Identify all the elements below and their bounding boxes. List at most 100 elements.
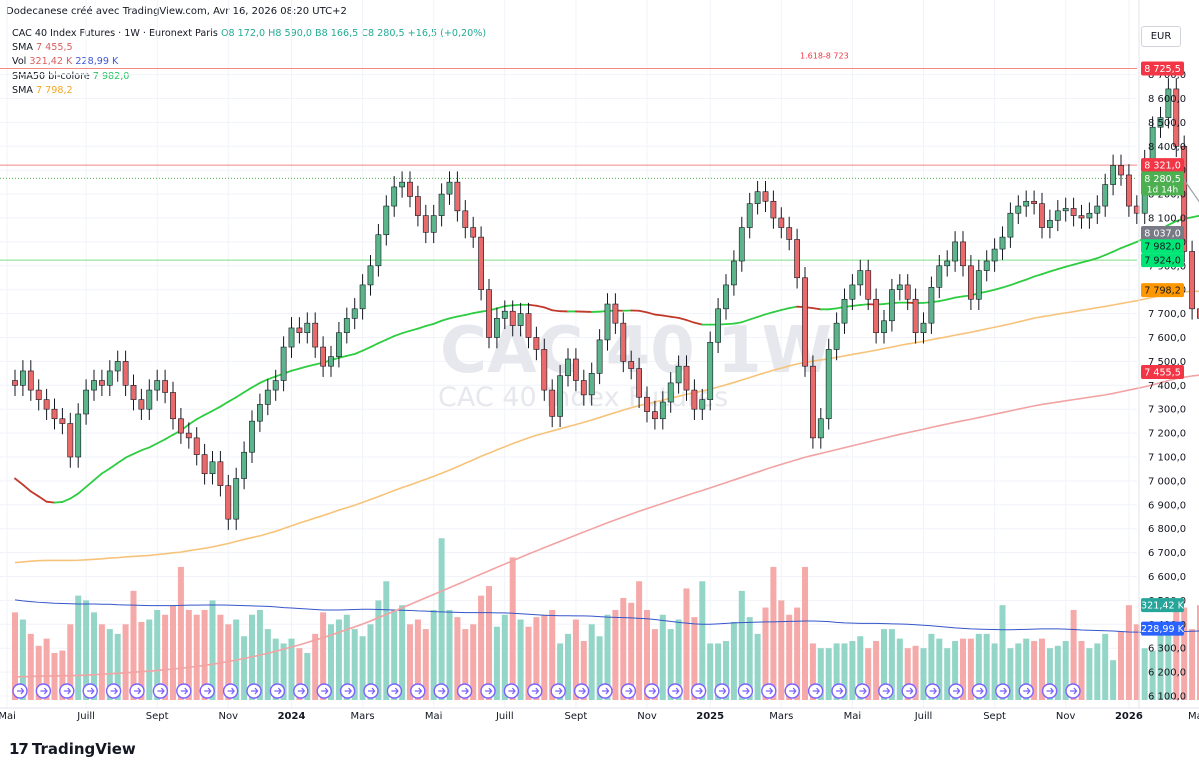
sma50-segment — [93, 472, 103, 482]
time-tick-label: Mai — [844, 711, 862, 722]
volume-bar — [628, 602, 635, 700]
candle-body — [525, 313, 532, 338]
time-axis[interactable]: Mai Juill Sept Nov 2024 Mars Mai Juill Sept Nov 20… — [0, 707, 1199, 722]
candle-body — [438, 193, 445, 216]
event-marker-icon — [995, 683, 1011, 699]
volume-bar — [51, 652, 58, 700]
volume-bar — [904, 648, 911, 700]
legend-sma2-row[interactable]: SMA 7 798,2 — [12, 84, 486, 98]
candle-body — [1110, 165, 1116, 185]
candle-body — [683, 365, 690, 391]
event-marker-icon — [854, 683, 871, 699]
volume-bar — [114, 633, 121, 700]
volume-bar — [833, 643, 840, 700]
volume-bar — [422, 629, 429, 700]
legend-symbol-row[interactable]: CAC 40 Index Futures · 1W · Euronext Par… — [12, 27, 486, 41]
volume-bar — [241, 636, 248, 700]
volume-bar — [699, 581, 706, 700]
candle-body — [1149, 126, 1156, 161]
volume-bar — [849, 641, 856, 700]
candle-body — [983, 260, 990, 271]
volume-bar — [730, 621, 737, 700]
sma50-segment — [330, 356, 340, 362]
event-arrow-icon — [812, 687, 820, 695]
volume-bar — [746, 617, 753, 700]
volume-bar — [446, 609, 453, 700]
event-marker-icon — [620, 683, 637, 699]
candle-body — [549, 389, 556, 417]
volume-bar — [944, 648, 951, 700]
event-arrow-icon — [485, 687, 493, 695]
candle-body — [667, 382, 674, 403]
sma50-segment — [954, 295, 964, 299]
candle-body — [565, 358, 571, 377]
candle-body — [99, 380, 105, 386]
price-tags: 8 725,5 8 321,0 8 280,51d 14h 8 037,0 7 982,… — [1141, 61, 1185, 636]
price-axis[interactable]: 6 100,0 6 200,0 6 300,0 6 400,0 6 500,0 6 600… — [1138, 0, 1186, 708]
price-tick-label: 7 300,0 — [1148, 405, 1186, 416]
volume-bar — [185, 609, 192, 700]
event-arrow-icon — [344, 687, 352, 695]
candle-body — [944, 260, 951, 267]
event-arrow-icon — [274, 687, 282, 695]
event-marker-icon — [386, 683, 403, 699]
candle-body — [359, 284, 366, 310]
event-arrow-icon — [110, 687, 118, 695]
event-marker-icon — [222, 683, 239, 699]
price-tick-label: 8 700,0 — [1148, 70, 1186, 81]
candle-body — [628, 361, 635, 369]
price-tag-label: 7 924,0 — [1144, 256, 1181, 267]
volume-bar — [438, 538, 445, 700]
legend-sma-row[interactable]: SMA 7 455,5 — [12, 41, 486, 55]
volume-bar — [162, 614, 169, 700]
currency-selector[interactable]: EUR — [1141, 26, 1181, 47]
candle-body — [1173, 88, 1180, 147]
sma50-segment — [314, 361, 325, 366]
volume-bar — [343, 614, 350, 700]
candle-body — [533, 337, 540, 350]
volume-bar — [233, 619, 240, 700]
price-tick-label: 6 900,0 — [1148, 500, 1186, 511]
sma50-segment — [298, 365, 309, 370]
sma50-segment — [646, 311, 656, 316]
candle-body — [241, 451, 247, 479]
candle-body — [912, 298, 919, 334]
price-tag — [1141, 61, 1184, 76]
legend-sma50-row[interactable]: SMA50 bi-colore 7 982,0 — [12, 70, 486, 84]
volume-bar — [549, 609, 556, 700]
volume-bar — [881, 629, 887, 700]
time-tick-label: Juill — [495, 711, 514, 722]
candle-body — [122, 361, 129, 386]
sma50-segment — [1072, 261, 1083, 266]
candle-body — [280, 346, 287, 381]
candle-body — [817, 418, 824, 439]
legend-vol-row[interactable]: Vol 321,42 K 228,99 K — [12, 55, 486, 69]
candle-body — [825, 349, 832, 420]
sma50-segment — [503, 304, 514, 308]
volume-bar — [1157, 633, 1164, 700]
candle-body — [794, 239, 800, 279]
vol-ma-value: 228,99 K — [75, 56, 119, 68]
sma50-segment — [970, 292, 980, 297]
sma50-segment — [535, 304, 546, 309]
tradingview-brand[interactable]: 17 TradingView — [9, 740, 136, 758]
sma50-segment — [156, 438, 167, 445]
sma50-segment — [938, 298, 949, 303]
event-marker-icon — [573, 683, 590, 699]
event-marker-icon — [152, 683, 169, 699]
time-tick-label: 2026 — [1115, 711, 1143, 722]
event-arrow-icon — [765, 687, 774, 695]
volume-bar — [912, 645, 919, 700]
price-tick-label: 6 600,0 — [1148, 572, 1186, 583]
candle-body — [375, 234, 382, 267]
price-tick-label: 8 600,0 — [1148, 94, 1186, 105]
sma50-segment — [1112, 247, 1122, 253]
volume-bar — [651, 629, 658, 700]
volume-ma-line — [14, 599, 1199, 633]
sma50-segment — [1135, 237, 1146, 243]
volume-bar — [1094, 643, 1101, 700]
candle-body — [1189, 251, 1195, 310]
volume-bar — [580, 641, 587, 700]
event-marker-icon — [644, 683, 660, 699]
